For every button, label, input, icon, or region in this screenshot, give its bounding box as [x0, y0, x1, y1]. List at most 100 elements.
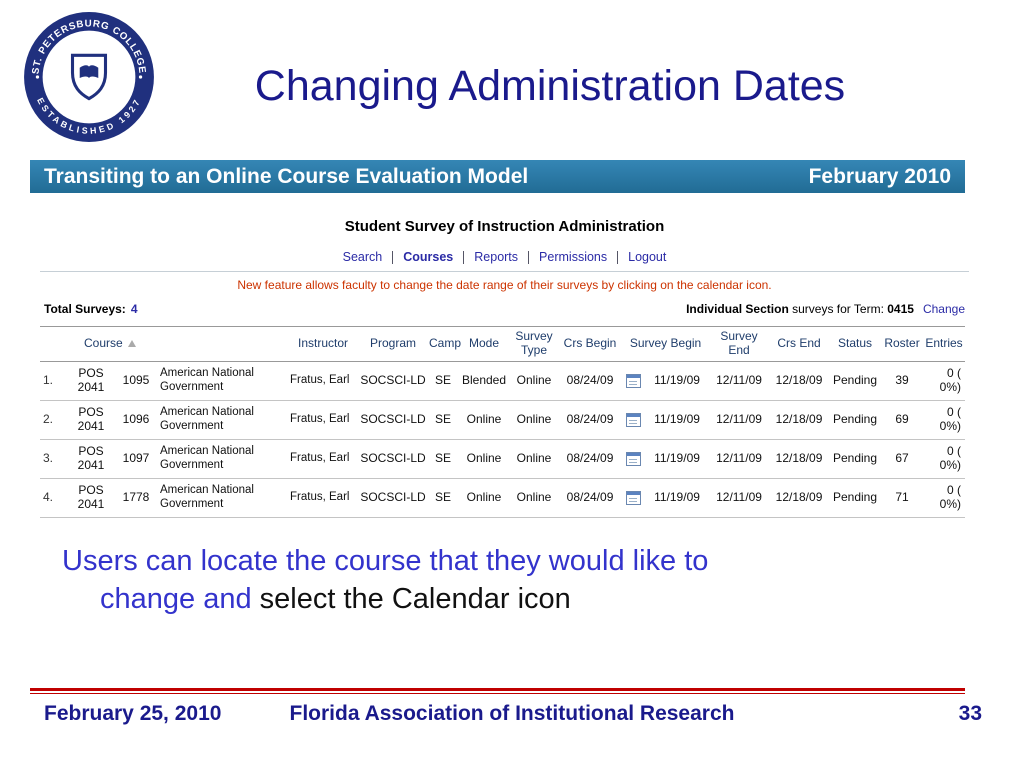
survey-begin-link[interactable]: 11/19/09 [645, 400, 710, 440]
survey-type-cell: Online [510, 439, 559, 479]
crs-begin-cell: 08/24/09 [558, 439, 623, 479]
calendar-cell [622, 439, 646, 479]
calendar-icon[interactable] [626, 490, 642, 505]
calendar-icon[interactable] [626, 373, 642, 388]
slide-title: Changing Administration Dates [254, 62, 846, 110]
banner: Transiting to an Online Course Evaluatio… [30, 160, 965, 193]
col-crs-begin: Crs Begin [558, 326, 623, 362]
col-survey-type: Survey Type [510, 326, 559, 362]
instructor-name: Fratus, Earl [288, 439, 359, 479]
new-feature-notice: New feature allows faculty to change the… [237, 278, 772, 292]
crs-begin-cell: 08/24/09 [558, 361, 623, 401]
mode-cell: Online [458, 478, 511, 518]
survey-end-link[interactable]: 12/11/09 [709, 478, 770, 518]
col-status: Status [829, 326, 882, 362]
program-cell: SOCSCI-LD [358, 478, 429, 518]
roster-cell: 69 [881, 400, 924, 440]
surveys-table: Course Instructor Program Camp Mode Surv… [40, 326, 966, 518]
entries-cell: 0 ( 0%) [923, 478, 966, 518]
college-seal-logo: ST. PETERSBURG COLLEGE ESTABLISHED 1927 [22, 8, 156, 146]
instructor-name: Fratus, Earl [288, 361, 359, 401]
col-course[interactable]: Course [68, 326, 289, 362]
table-row: 3. POS 2041 1097 American National Gover… [40, 439, 966, 479]
course-name: American National Government [158, 361, 289, 401]
sort-asc-icon [127, 340, 136, 348]
row-number: 4. [40, 478, 68, 518]
row-number: 1. [40, 361, 68, 401]
status-link[interactable]: Pending [829, 400, 882, 440]
calendar-cell [622, 361, 646, 401]
course-link[interactable]: POS 2041 [68, 439, 114, 479]
course-name: American National Government [158, 400, 289, 440]
nav-search[interactable]: Search [333, 251, 394, 264]
calendar-cell [622, 400, 646, 440]
roster-cell: 67 [881, 439, 924, 479]
body-text-line1: Users can locate the course that they wo… [62, 545, 709, 577]
body-text: Users can locate the course that they wo… [62, 543, 952, 618]
seal-dot-right [138, 75, 143, 79]
app-screenshot: Student Survey of Instruction Administra… [40, 214, 969, 519]
section-number: 1778 [114, 478, 158, 518]
calendar-icon[interactable] [626, 412, 642, 427]
nav-courses[interactable]: Courses [393, 251, 465, 264]
mode-cell: Online [458, 400, 511, 440]
col-survey-end: Survey End [709, 326, 770, 362]
survey-end-link[interactable]: 12/11/09 [709, 361, 770, 401]
camp-cell: SE [428, 439, 459, 479]
footer-center-text: Florida Association of Institutional Res… [289, 702, 735, 725]
col-survey-begin: Survey Begin [622, 326, 710, 362]
col-empty [40, 326, 68, 362]
status-link[interactable]: Pending [829, 361, 882, 401]
status-link[interactable]: Pending [829, 439, 882, 479]
crs-begin-cell: 08/24/09 [558, 400, 623, 440]
camp-cell: SE [428, 478, 459, 518]
table-row: 4. POS 2041 1778 American National Gover… [40, 478, 966, 518]
seal-open-book-icon [79, 65, 99, 79]
crs-begin-cell: 08/24/09 [558, 478, 623, 518]
course-link[interactable]: POS 2041 [68, 361, 114, 401]
course-name: American National Government [158, 478, 289, 518]
row-number: 3. [40, 439, 68, 479]
term-info: Individual Section surveys for Term: 041… [686, 302, 965, 316]
entries-cell: 0 ( 0%) [923, 361, 966, 401]
info-row: Total Surveys: 4 Individual Section surve… [44, 302, 965, 316]
mode-cell: Online [458, 439, 511, 479]
roster-cell: 71 [881, 478, 924, 518]
nav-permissions[interactable]: Permissions [529, 251, 619, 264]
section-number: 1097 [114, 439, 158, 479]
crs-end-cell: 12/18/09 [769, 439, 830, 479]
col-camp: Camp [428, 326, 461, 362]
table-row: 1. POS 2041 1095 American National Gover… [40, 361, 966, 401]
camp-cell: SE [428, 361, 459, 401]
nav-divider [40, 271, 969, 272]
table-header-row: Course Instructor Program Camp Mode Surv… [40, 326, 966, 362]
total-surveys: Total Surveys: 4 [44, 302, 138, 316]
survey-begin-link[interactable]: 11/19/09 [645, 361, 710, 401]
term-value: 0415 [887, 302, 914, 316]
col-crs-end: Crs End [769, 326, 830, 362]
calendar-icon[interactable] [626, 451, 642, 466]
col-program: Program [358, 326, 429, 362]
calendar-cell [622, 478, 646, 518]
survey-end-link[interactable]: 12/11/09 [709, 400, 770, 440]
nav-reports[interactable]: Reports [464, 251, 530, 264]
course-link[interactable]: POS 2041 [68, 400, 114, 440]
nav-logout[interactable]: Logout [628, 250, 667, 264]
survey-end-link[interactable]: 12/11/09 [709, 439, 770, 479]
instructor-name: Fratus, Earl [288, 478, 359, 518]
course-link[interactable]: POS 2041 [68, 478, 114, 518]
change-link[interactable]: Change [922, 302, 965, 316]
course-name: American National Government [158, 439, 289, 479]
survey-begin-link[interactable]: 11/19/09 [645, 478, 710, 518]
col-instructor: Instructor [288, 326, 359, 362]
crs-end-cell: 12/18/09 [769, 478, 830, 518]
footer-date: February 25, 2010 [44, 702, 222, 725]
survey-type-cell: Online [510, 361, 559, 401]
status-link[interactable]: Pending [829, 478, 882, 518]
seal-dot-left [35, 75, 40, 79]
total-surveys-value: 4 [130, 302, 138, 316]
program-cell: SOCSCI-LD [358, 361, 429, 401]
survey-begin-link[interactable]: 11/19/09 [645, 439, 710, 479]
roster-cell: 39 [881, 361, 924, 401]
